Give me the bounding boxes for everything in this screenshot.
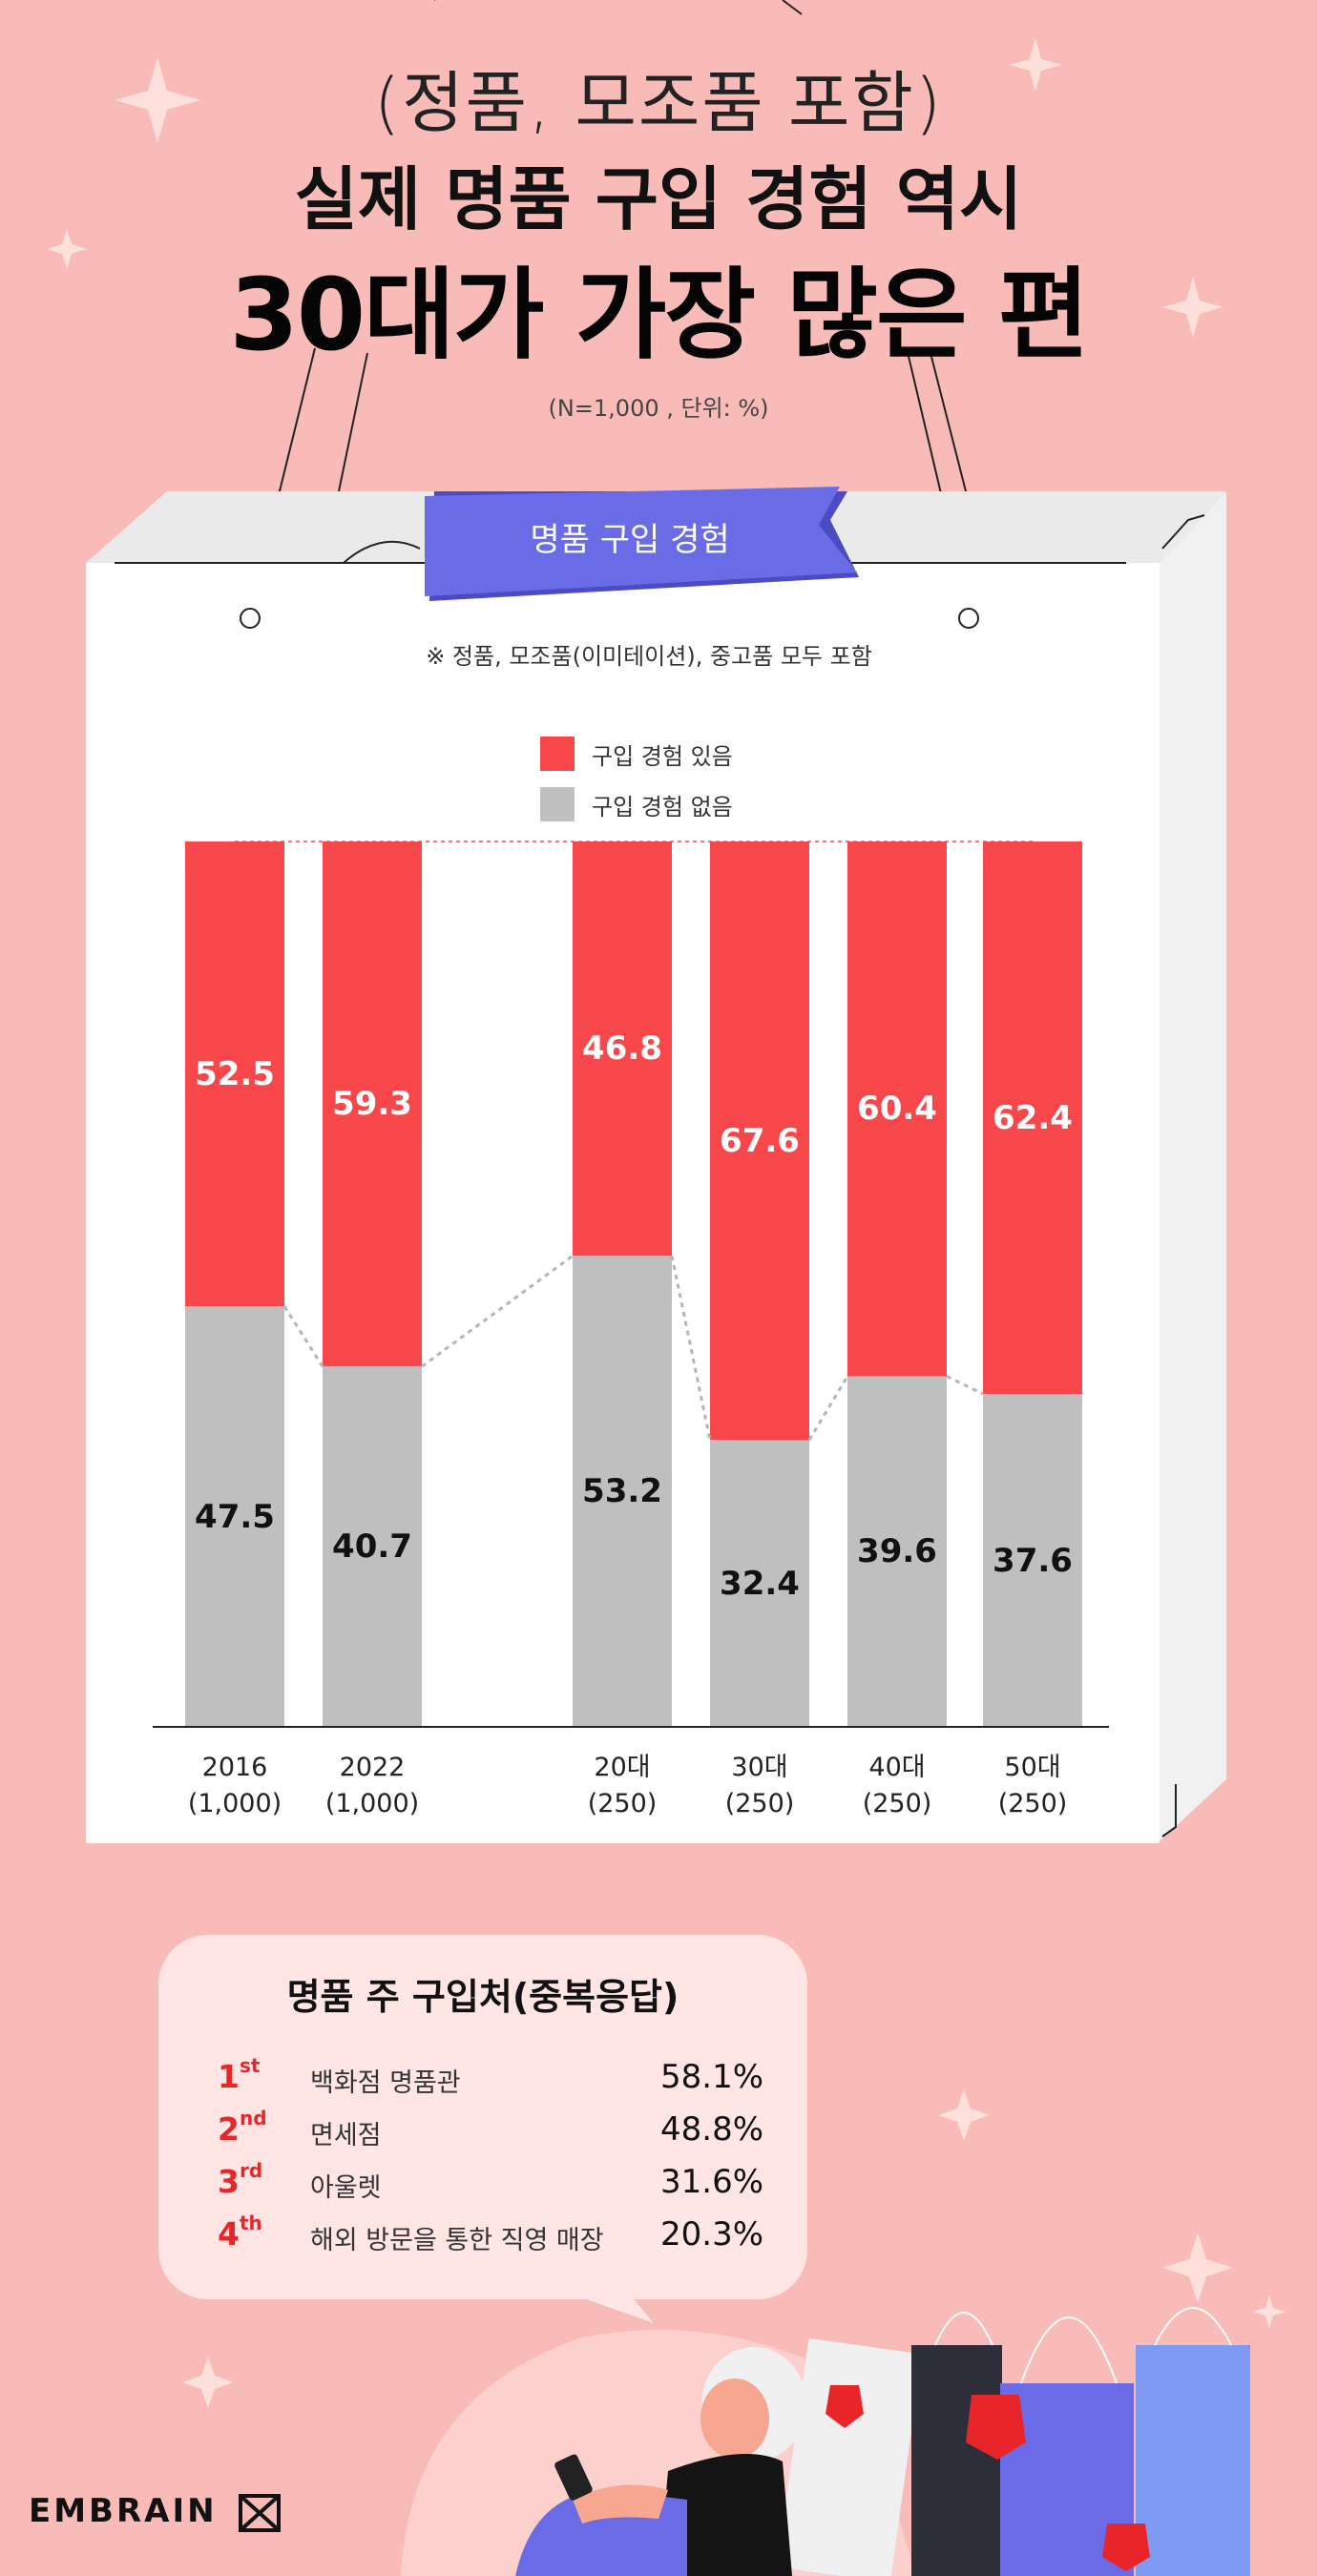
channel-name: 아울렛: [310, 2173, 382, 2203]
connector-line-0: [282, 1305, 324, 1368]
connector-line-4: [946, 1375, 984, 1396]
bar-no-2: [573, 1256, 672, 1727]
channel-pct: 20.3%: [660, 2215, 764, 2254]
x-tick-label-4: 40대 (250): [862, 1753, 932, 1818]
connector-line-3: [807, 1375, 849, 1442]
legend-item-no: 구입 경험 없음: [540, 787, 733, 821]
bar-no-4: [847, 1376, 947, 1727]
bar-yes-3: [710, 841, 809, 1441]
legend-label-yes: 구입 경험 있음: [592, 742, 733, 770]
brand-logo: EMBRAIN: [29, 2492, 282, 2532]
rank-badge: 4th: [218, 2212, 262, 2253]
x-tick-label-0: 2016 (1,000): [187, 1753, 282, 1818]
list-item: 1st 백화점 명품관 58.1%: [218, 2054, 809, 2106]
channel-pct: 48.8%: [660, 2110, 764, 2149]
header-title-line1: 실제 명품 구입 경험 역시: [294, 159, 1023, 239]
bar-yes-5: [983, 841, 1082, 1395]
channel-pct: 31.6%: [660, 2163, 764, 2201]
x-tick-label-1: 2022 (1,000): [324, 1753, 420, 1818]
data-label-no-4: 39.6: [857, 1532, 937, 1571]
connector-line-2: [670, 1255, 712, 1441]
data-label-yes-1: 59.3: [332, 1085, 412, 1124]
sparkle-icon: [47, 38, 1286, 2408]
shopper-illustration: [401, 2307, 1250, 2576]
bar-no-0: [185, 1306, 284, 1727]
bar-yes-1: [323, 841, 422, 1367]
data-label-no-1: 40.7: [332, 1527, 412, 1567]
channel-pct: 58.1%: [660, 2058, 764, 2096]
x-tick-label-3: 30대 (250): [724, 1753, 795, 1818]
data-label-no-2: 53.2: [582, 1472, 662, 1511]
speech-bubble: [158, 1935, 807, 2299]
data-label-yes-5: 62.4: [993, 1098, 1073, 1137]
connector-line-1: [421, 1255, 574, 1368]
data-label-no-3: 32.4: [720, 1564, 800, 1603]
header-title-line2: 30대가 가장 많은 편: [229, 257, 1089, 373]
channel-name: 백화점 명품관: [310, 2068, 461, 2098]
bar-no-1: [323, 1366, 422, 1727]
bar-no-5: [983, 1394, 1082, 1727]
channel-name: 해외 방문을 통한 직영 매장: [310, 2226, 604, 2255]
legend-item-yes: 구입 경험 있음: [540, 737, 733, 771]
sample-note: (N=1,000 , 단위: %): [548, 395, 769, 422]
rank-badge: 1st: [218, 2054, 261, 2095]
bar-yes-0: [185, 841, 284, 1307]
chart-note: ※ 정품, 모조품(이미테이션), 중고품 모두 포함: [426, 643, 872, 670]
chart-ribbon-label: 명품 구입 경험: [530, 521, 730, 559]
list-item: 4th 해외 방문을 통한 직영 매장 20.3%: [218, 2212, 809, 2263]
channels-title: 명품 주 구입처(중복응답): [286, 1976, 679, 2018]
channel-name: 면세점: [310, 2121, 382, 2150]
x-tick-label-2: 20대 (250): [587, 1753, 658, 1818]
rank-badge: 3rd: [218, 2159, 263, 2200]
logo-mark-icon: [239, 2493, 282, 2532]
list-item: 2nd 면세점 48.8%: [218, 2107, 809, 2158]
data-label-no-0: 47.5: [195, 1497, 275, 1536]
x-tick-label-5: 50대 (250): [997, 1753, 1068, 1818]
bar-yes-4: [847, 841, 947, 1377]
header-subtitle: (정품, 모조품 포함): [373, 64, 944, 142]
bar-no-3: [710, 1440, 809, 1727]
data-label-yes-2: 46.8: [582, 1029, 662, 1069]
data-label-no-5: 37.6: [993, 1541, 1073, 1580]
bar-yes-2: [573, 841, 672, 1257]
legend-swatch-yes: [540, 737, 575, 771]
data-label-yes-3: 67.6: [720, 1121, 800, 1160]
legend-swatch-no: [540, 787, 575, 821]
list-item: 3rd 아울렛 31.6%: [218, 2159, 809, 2211]
legend-label-no: 구입 경험 없음: [592, 793, 733, 821]
rank-badge: 2nd: [218, 2107, 267, 2148]
data-label-yes-4: 60.4: [857, 1090, 937, 1129]
data-label-yes-0: 52.5: [195, 1054, 275, 1093]
